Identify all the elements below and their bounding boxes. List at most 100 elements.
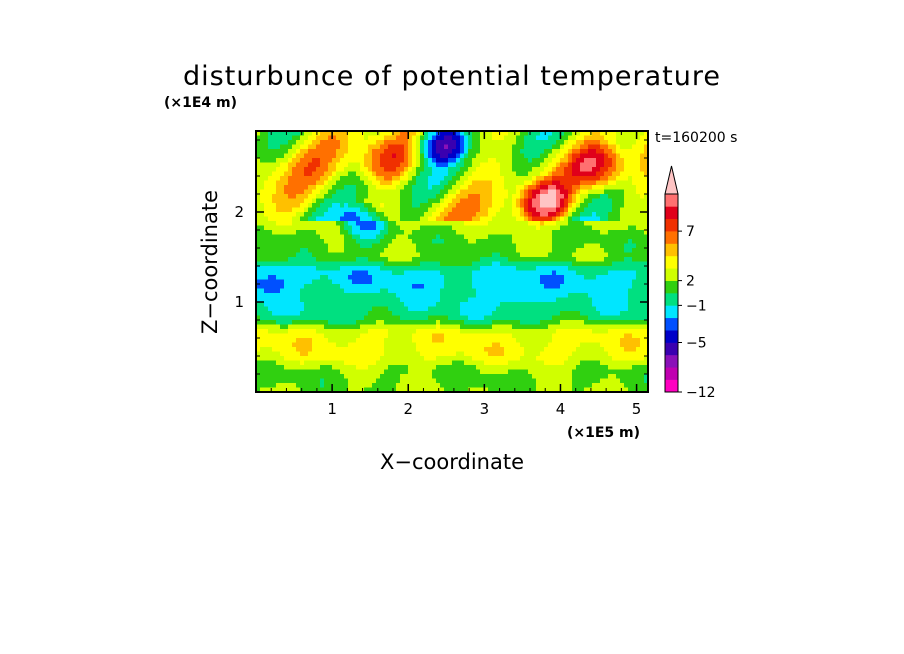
contour-cell — [380, 158, 385, 164]
contour-cell — [564, 216, 569, 222]
contour-cell — [308, 230, 313, 236]
contour-cell — [316, 212, 321, 218]
contour-cell — [360, 356, 365, 362]
contour-cell — [312, 162, 317, 168]
contour-cell — [488, 351, 493, 357]
contour-cell — [508, 329, 513, 335]
contour-cell — [372, 315, 377, 321]
contour-cell — [464, 171, 469, 177]
contour-cell — [296, 279, 301, 285]
contour-cell — [484, 261, 489, 267]
contour-cell — [324, 144, 329, 150]
contour-cell — [564, 387, 569, 392]
contour-cell — [460, 207, 465, 213]
contour-cell — [456, 320, 461, 326]
contour-cell — [284, 257, 289, 263]
contour-cell — [400, 225, 405, 231]
contour-cell — [576, 342, 581, 348]
contour-cell — [576, 252, 581, 258]
contour-cell — [412, 135, 417, 141]
contour-cell — [484, 131, 489, 137]
contour-cell — [444, 234, 449, 240]
contour-cell — [300, 158, 305, 164]
contour-cell — [464, 252, 469, 258]
contour-cell — [376, 333, 381, 339]
contour-cell — [440, 162, 445, 168]
contour-cell — [280, 185, 285, 191]
contour-cell — [356, 230, 361, 236]
contour-cell — [320, 261, 325, 267]
contour-cell — [296, 351, 301, 357]
contour-cell — [488, 162, 493, 168]
contour-cell — [356, 315, 361, 321]
contour-cell — [288, 270, 293, 276]
contour-cell — [364, 374, 369, 380]
contour-cell — [460, 203, 465, 209]
contour-cell — [500, 270, 505, 276]
contour-cell — [260, 270, 265, 276]
contour-cell — [548, 167, 553, 173]
contour-cell — [592, 293, 597, 299]
contour-cell — [544, 162, 549, 168]
contour-cell — [332, 293, 337, 299]
contour-cell — [472, 302, 477, 308]
contour-cell — [308, 360, 313, 366]
contour-cell — [536, 216, 541, 222]
contour-cell — [268, 248, 273, 254]
contour-cell — [272, 230, 277, 236]
contour-cell — [264, 167, 269, 173]
contour-cell — [500, 383, 505, 389]
contour-cell — [424, 338, 429, 344]
contour-cell — [424, 162, 429, 168]
contour-cell — [532, 338, 537, 344]
contour-cell — [440, 212, 445, 218]
contour-cell — [516, 338, 521, 344]
contour-cell — [332, 234, 337, 240]
contour-cell — [568, 306, 573, 312]
contour-cell — [428, 288, 433, 294]
contour-cell — [524, 261, 529, 267]
contour-cell — [580, 320, 585, 326]
contour-cell — [560, 131, 565, 137]
contour-cell — [264, 275, 269, 281]
contour-cell — [536, 230, 541, 236]
contour-cell — [296, 140, 301, 146]
contour-cell — [376, 275, 381, 281]
contour-cell — [432, 315, 437, 321]
contour-cell — [584, 234, 589, 240]
contour-cell — [432, 158, 437, 164]
contour-cell — [376, 158, 381, 164]
contour-cell — [488, 302, 493, 308]
contour-cell — [536, 311, 541, 317]
contour-cell — [492, 203, 497, 209]
contour-cell — [492, 338, 497, 344]
contour-cell — [540, 180, 545, 186]
contour-cell — [340, 189, 345, 195]
contour-cell — [456, 153, 461, 159]
contour-cell — [472, 266, 477, 272]
contour-cell — [292, 225, 297, 231]
contour-cell — [484, 207, 489, 213]
contour-cell — [364, 329, 369, 335]
contour-cell — [468, 383, 473, 389]
contour-cell — [316, 365, 321, 371]
contour-cell — [576, 333, 581, 339]
contour-cell — [516, 225, 521, 231]
contour-cell — [356, 261, 361, 267]
contour-cell — [576, 207, 581, 213]
contour-cell — [284, 234, 289, 240]
contour-cell — [492, 162, 497, 168]
contour-cell — [528, 198, 533, 204]
contour-cell — [316, 230, 321, 236]
contour-cell — [400, 288, 405, 294]
contour-cell — [424, 306, 429, 312]
contour-cell — [592, 356, 597, 362]
contour-cell — [352, 212, 357, 218]
contour-cell — [564, 302, 569, 308]
contour-cell — [400, 293, 405, 299]
contour-cell — [388, 311, 393, 317]
contour-cell — [392, 306, 397, 312]
contour-cell — [312, 324, 317, 330]
contour-cell — [556, 342, 561, 348]
contour-cell — [284, 365, 289, 371]
